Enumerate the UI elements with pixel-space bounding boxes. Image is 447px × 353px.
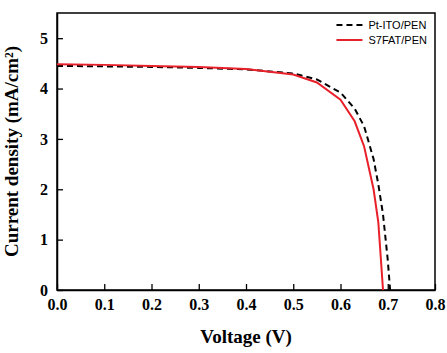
x-tick-mark [293, 284, 294, 290]
y-tick: 2 [40, 181, 63, 198]
series-line [57, 64, 383, 290]
x-tick-mark [435, 284, 436, 290]
y-tick: 4 [40, 80, 63, 97]
x-tick-label: 0.7 [378, 296, 398, 313]
y-tick-mark [57, 290, 63, 291]
x-tick-mark [388, 284, 389, 290]
y-tick-mark [57, 38, 63, 39]
y-tick-mark [57, 239, 63, 240]
y-tick: 5 [40, 30, 63, 47]
y-tick-mark [57, 88, 63, 89]
x-tick: 0.5 [284, 284, 304, 313]
legend-swatch [336, 24, 362, 26]
legend-item: S7FAT/PEN [336, 34, 427, 46]
x-tick-label: 0.6 [331, 296, 351, 313]
legend-label: S7FAT/PEN [368, 34, 427, 46]
x-tick: 0.2 [142, 284, 162, 313]
x-tick: 0.4 [237, 284, 257, 313]
x-tick-label: 0.8 [426, 296, 446, 313]
x-tick: 0.8 [426, 284, 446, 313]
plot-frame [57, 13, 435, 290]
chart: 0.0 0.1 0.2 0.3 0.4 0.5 0.6 0.7 0.8 0 1 2 3 4 5 Pt-ITO/… [0, 0, 447, 353]
x-tick-label: 0.3 [189, 296, 209, 313]
x-tick: 0.3 [189, 284, 209, 313]
x-tick: 0.1 [95, 284, 115, 313]
legend-item: Pt-ITO/PEN [336, 19, 426, 31]
x-tick-mark [199, 284, 200, 290]
y-tick-mark [57, 139, 63, 140]
x-tick-mark [340, 284, 341, 290]
legend-label: Pt-ITO/PEN [368, 19, 426, 31]
x-tick-label: 0.4 [237, 296, 257, 313]
x-tick-label: 0.1 [95, 296, 115, 313]
x-tick-label: 0.2 [142, 296, 162, 313]
x-tick: 0.7 [378, 284, 398, 313]
series-group [57, 64, 390, 290]
legend-swatch [336, 39, 362, 41]
y-axis-title: Current density (mA/cm²) [1, 46, 23, 257]
x-tick-mark [104, 284, 105, 290]
x-tick-mark [151, 284, 152, 290]
y-tick-mark [57, 189, 63, 190]
y-tick-label: 5 [40, 30, 48, 47]
y-tick-label: 0 [40, 282, 48, 299]
x-tick-label: 0.0 [48, 296, 68, 313]
y-tick-label: 1 [40, 231, 48, 248]
x-axis: 0.0 0.1 0.2 0.3 0.4 0.5 0.6 0.7 0.8 [48, 284, 446, 313]
y-axis: 0 1 2 3 4 5 [40, 14, 63, 299]
y-tick: 0 [40, 282, 63, 299]
plot: 0.0 0.1 0.2 0.3 0.4 0.5 0.6 0.7 0.8 0 1 2 3 4 5 Pt-ITO/… [40, 13, 446, 313]
y-axis-line [57, 14, 59, 291]
x-axis-title: Voltage (V) [200, 326, 292, 348]
x-tick: 0.6 [331, 284, 351, 313]
y-tick-label: 4 [40, 80, 48, 97]
y-tick: 3 [40, 131, 63, 148]
legend: Pt-ITO/PEN S7FAT/PEN [336, 19, 427, 46]
y-tick-label: 3 [40, 131, 48, 148]
x-tick-mark [246, 284, 247, 290]
x-tick-label: 0.5 [284, 296, 304, 313]
y-tick: 1 [40, 231, 63, 248]
y-tick-label: 2 [40, 181, 48, 198]
